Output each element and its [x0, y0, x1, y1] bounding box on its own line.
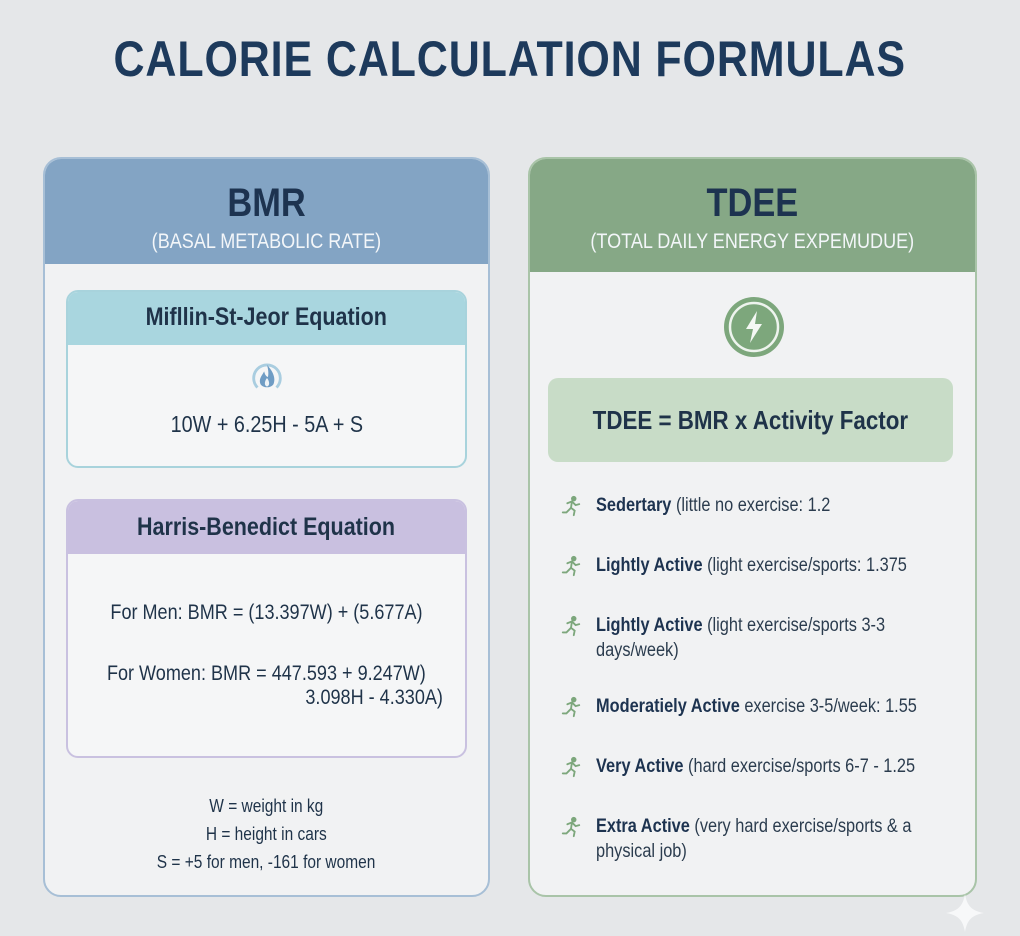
mifflin-box: Mifllin-St-Jeor Equation 10W + 6.25H - 5… [66, 290, 467, 468]
tdee-formula-text: TDEE = BMR x Activity Factor [592, 405, 909, 435]
legend-sex: S = +5 for men, -161 for women [157, 852, 376, 872]
mifflin-formula-text: 10W + 6.25H - 5A + S [170, 411, 363, 437]
runner-icon [561, 555, 581, 577]
sparkle-icon [946, 894, 984, 932]
activity-name: Extra Active [596, 816, 690, 837]
flame-icon [251, 363, 282, 389]
activity-name: Sedertary [596, 495, 672, 516]
tdee-header: TDEE (TOTAL DAILY ENERGY EXPEMUDUE) [530, 159, 975, 272]
harris-women-formula: For Women: BMR = 447.593 + 9.247W) [68, 662, 465, 686]
variable-legend: W = weight in kg H = height in cars S = … [45, 792, 488, 876]
tdee-card: TDEE (TOTAL DAILY ENERGY EXPEMUDUE) TDEE… [528, 157, 977, 897]
bmr-title-text: BMR [227, 181, 306, 225]
harris-box: Harris-Benedict Equation For Men: BMR = … [66, 499, 467, 758]
activity-desc: (very hard exercise/sports & a physical … [596, 816, 912, 862]
bmr-subtitle: (BASAL METABOLIC RATE) [45, 230, 488, 254]
tdee-subtitle: (TOTAL DAILY ENERGY EXPEMUDUE) [530, 230, 975, 254]
bmr-card: BMR (BASAL METABOLIC RATE) Mifllin-St-Je… [43, 157, 490, 897]
tdee-subtitle-text: (TOTAL DAILY ENERGY EXPEMUDUE) [590, 230, 915, 253]
page-title: CALORIE CALCULATION FORMULAS [0, 30, 1020, 88]
runner-icon [561, 756, 581, 778]
runner-icon [561, 816, 581, 838]
legend-item: H = height in cars [45, 820, 488, 848]
harris-men-text: For Men: BMR = (13.397W) + (5.677A) [110, 601, 423, 624]
tdee-title: TDEE [530, 181, 975, 226]
legend-height: H = height in cars [206, 824, 327, 844]
harris-women-text: For Women: BMR = 447.593 + 9.247W) [107, 662, 426, 685]
harris-women-formula-cont: 3.098H - 4.330A) [68, 686, 465, 710]
harris-title: Harris-Benedict Equation [68, 501, 465, 554]
mifflin-title-text: Mifllin-St-Jeor Equation [145, 303, 388, 331]
activity-desc: (little no exercise: 1.2 [671, 495, 831, 516]
runner-icon [561, 495, 581, 517]
lightning-icon [724, 297, 784, 357]
activity-name: Very Active [596, 756, 684, 777]
bmr-header: BMR (BASAL METABOLIC RATE) [45, 159, 488, 264]
activity-desc: exercise 3-5/week: 1.55 [739, 696, 917, 717]
runner-icon [561, 696, 581, 718]
mifflin-formula: 10W + 6.25H - 5A + S [68, 411, 465, 438]
harris-men-formula: For Men: BMR = (13.397W) + (5.677A) [68, 601, 465, 625]
tdee-formula: TDEE = BMR x Activity Factor [548, 378, 953, 462]
bmr-title: BMR [45, 181, 488, 226]
activity-name: Moderatiely Active [596, 696, 740, 717]
activity-desc: (light exercise/sports: 1.375 [702, 555, 907, 576]
legend-item: S = +5 for men, -161 for women [45, 848, 488, 876]
runner-icon [561, 615, 581, 637]
harris-women-cont-text: 3.098H - 4.330A) [305, 686, 443, 709]
bmr-subtitle-text: (BASAL METABOLIC RATE) [151, 230, 382, 253]
mifflin-title: Mifllin-St-Jeor Equation [68, 292, 465, 345]
activity-desc: (light exercise/sports 3-3 days/week) [596, 615, 886, 661]
tdee-title-text: TDEE [706, 181, 799, 225]
activity-name: Lightly Active [596, 615, 703, 636]
activity-name: Lightly Active [596, 555, 703, 576]
harris-title-text: Harris-Benedict Equation [137, 513, 396, 541]
legend-weight: W = weight in kg [209, 796, 324, 816]
legend-item: W = weight in kg [45, 792, 488, 820]
activity-desc: (hard exercise/sports 6-7 - 1.25 [683, 756, 916, 777]
page-title-text: CALORIE CALCULATION FORMULAS [113, 31, 907, 87]
